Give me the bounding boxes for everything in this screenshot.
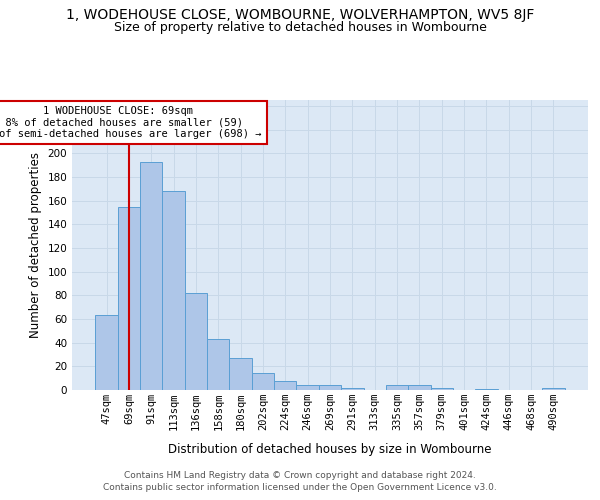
Bar: [386, 386, 408, 390]
Bar: [542, 388, 565, 390]
Bar: [229, 358, 252, 390]
Text: 1, WODEHOUSE CLOSE, WOMBOURNE, WOLVERHAMPTON, WV5 8JF: 1, WODEHOUSE CLOSE, WOMBOURNE, WOLVERHAM…: [66, 8, 534, 22]
Bar: [408, 386, 431, 390]
Bar: [207, 339, 229, 390]
Bar: [431, 388, 453, 390]
Bar: [95, 316, 118, 390]
Bar: [118, 206, 140, 390]
Text: Size of property relative to detached houses in Wombourne: Size of property relative to detached ho…: [113, 21, 487, 34]
Bar: [185, 293, 207, 390]
Y-axis label: Number of detached properties: Number of detached properties: [29, 152, 42, 338]
Text: 1 WODEHOUSE CLOSE: 69sqm
← 8% of detached houses are smaller (59)
92% of semi-de: 1 WODEHOUSE CLOSE: 69sqm ← 8% of detache…: [0, 106, 262, 139]
Bar: [140, 162, 163, 390]
Bar: [252, 374, 274, 390]
Text: Distribution of detached houses by size in Wombourne: Distribution of detached houses by size …: [168, 442, 492, 456]
Bar: [274, 380, 296, 390]
Bar: [475, 389, 497, 390]
Bar: [341, 388, 364, 390]
Bar: [163, 191, 185, 390]
Bar: [296, 386, 319, 390]
Bar: [319, 386, 341, 390]
Text: Contains HM Land Registry data © Crown copyright and database right 2024.
Contai: Contains HM Land Registry data © Crown c…: [103, 471, 497, 492]
